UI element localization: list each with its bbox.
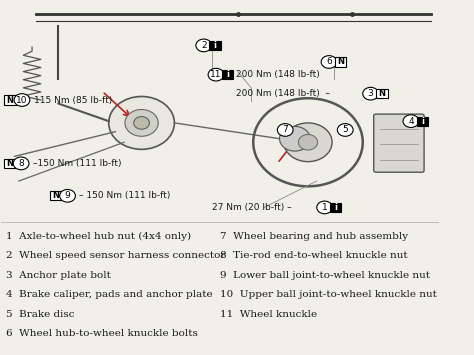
Text: 3: 3 — [368, 89, 374, 98]
FancyBboxPatch shape — [374, 114, 424, 172]
Text: 11: 11 — [210, 70, 222, 79]
Circle shape — [284, 123, 332, 162]
Text: 5  Brake disc: 5 Brake disc — [6, 310, 74, 318]
Text: 4  Brake caliper, pads and anchor plate: 4 Brake caliper, pads and anchor plate — [6, 290, 212, 299]
Circle shape — [277, 124, 293, 136]
Circle shape — [196, 39, 211, 52]
FancyBboxPatch shape — [335, 58, 346, 66]
Text: 200 Nm (148 lb-ft): 200 Nm (148 lb-ft) — [236, 70, 319, 79]
Text: 11  Wheel knuckle: 11 Wheel knuckle — [220, 310, 318, 318]
FancyBboxPatch shape — [4, 159, 15, 168]
Circle shape — [317, 201, 333, 214]
Text: N: N — [6, 159, 13, 168]
Text: i: i — [226, 70, 229, 79]
Circle shape — [208, 68, 224, 81]
FancyBboxPatch shape — [330, 203, 341, 212]
FancyBboxPatch shape — [50, 191, 62, 200]
Text: N: N — [379, 89, 385, 98]
Circle shape — [403, 115, 419, 127]
FancyBboxPatch shape — [222, 70, 233, 79]
Text: 10  Upper ball joint-to-wheel knuckle nut: 10 Upper ball joint-to-wheel knuckle nut — [220, 290, 438, 299]
FancyBboxPatch shape — [4, 95, 16, 105]
Text: 1  Axle-to-wheel hub nut (4x4 only): 1 Axle-to-wheel hub nut (4x4 only) — [6, 232, 191, 241]
Text: 8: 8 — [18, 159, 24, 168]
Text: i: i — [214, 41, 217, 50]
Circle shape — [298, 135, 318, 150]
Circle shape — [109, 97, 174, 149]
Circle shape — [337, 124, 353, 136]
Text: N: N — [53, 191, 60, 200]
Text: i: i — [421, 117, 424, 126]
Text: N: N — [7, 95, 14, 104]
FancyBboxPatch shape — [376, 89, 388, 98]
Text: 1: 1 — [322, 203, 328, 212]
Circle shape — [60, 190, 75, 202]
Circle shape — [13, 157, 29, 170]
Circle shape — [134, 116, 149, 129]
Circle shape — [280, 126, 310, 151]
Text: 3  Anchor plate bolt: 3 Anchor plate bolt — [6, 271, 110, 280]
Text: 7  Wheel bearing and hub assembly: 7 Wheel bearing and hub assembly — [220, 232, 409, 241]
Text: N: N — [337, 58, 344, 66]
Text: –150 Nm (111 lb-ft): –150 Nm (111 lb-ft) — [33, 159, 122, 168]
Text: 9  Lower ball joint-to-wheel knuckle nut: 9 Lower ball joint-to-wheel knuckle nut — [220, 271, 430, 280]
Text: 8  Tie-rod end-to-wheel knuckle nut: 8 Tie-rod end-to-wheel knuckle nut — [220, 251, 408, 261]
FancyBboxPatch shape — [417, 116, 428, 126]
Text: 115 Nm (85 lb-ft): 115 Nm (85 lb-ft) — [34, 95, 112, 104]
Circle shape — [14, 94, 30, 106]
Text: 5: 5 — [342, 125, 348, 135]
Text: 10: 10 — [16, 95, 27, 104]
Text: i: i — [334, 203, 337, 212]
Text: – 150 Nm (111 lb-ft): – 150 Nm (111 lb-ft) — [79, 191, 171, 200]
Circle shape — [125, 110, 158, 136]
FancyBboxPatch shape — [210, 41, 221, 50]
Text: 2  Wheel speed sensor harness connector: 2 Wheel speed sensor harness connector — [6, 251, 225, 261]
Text: 27 Nm (20 lb-ft) –: 27 Nm (20 lb-ft) – — [211, 203, 291, 212]
Text: 2: 2 — [201, 41, 207, 50]
Text: 4: 4 — [408, 117, 414, 126]
Text: 7: 7 — [283, 125, 288, 135]
Circle shape — [321, 56, 337, 68]
Circle shape — [363, 87, 379, 100]
Text: 9: 9 — [64, 191, 71, 200]
Text: 200 Nm (148 lb-ft)  –: 200 Nm (148 lb-ft) – — [236, 89, 330, 98]
Text: 6  Wheel hub-to-wheel knuckle bolts: 6 Wheel hub-to-wheel knuckle bolts — [6, 329, 198, 338]
Text: 6: 6 — [326, 58, 332, 66]
